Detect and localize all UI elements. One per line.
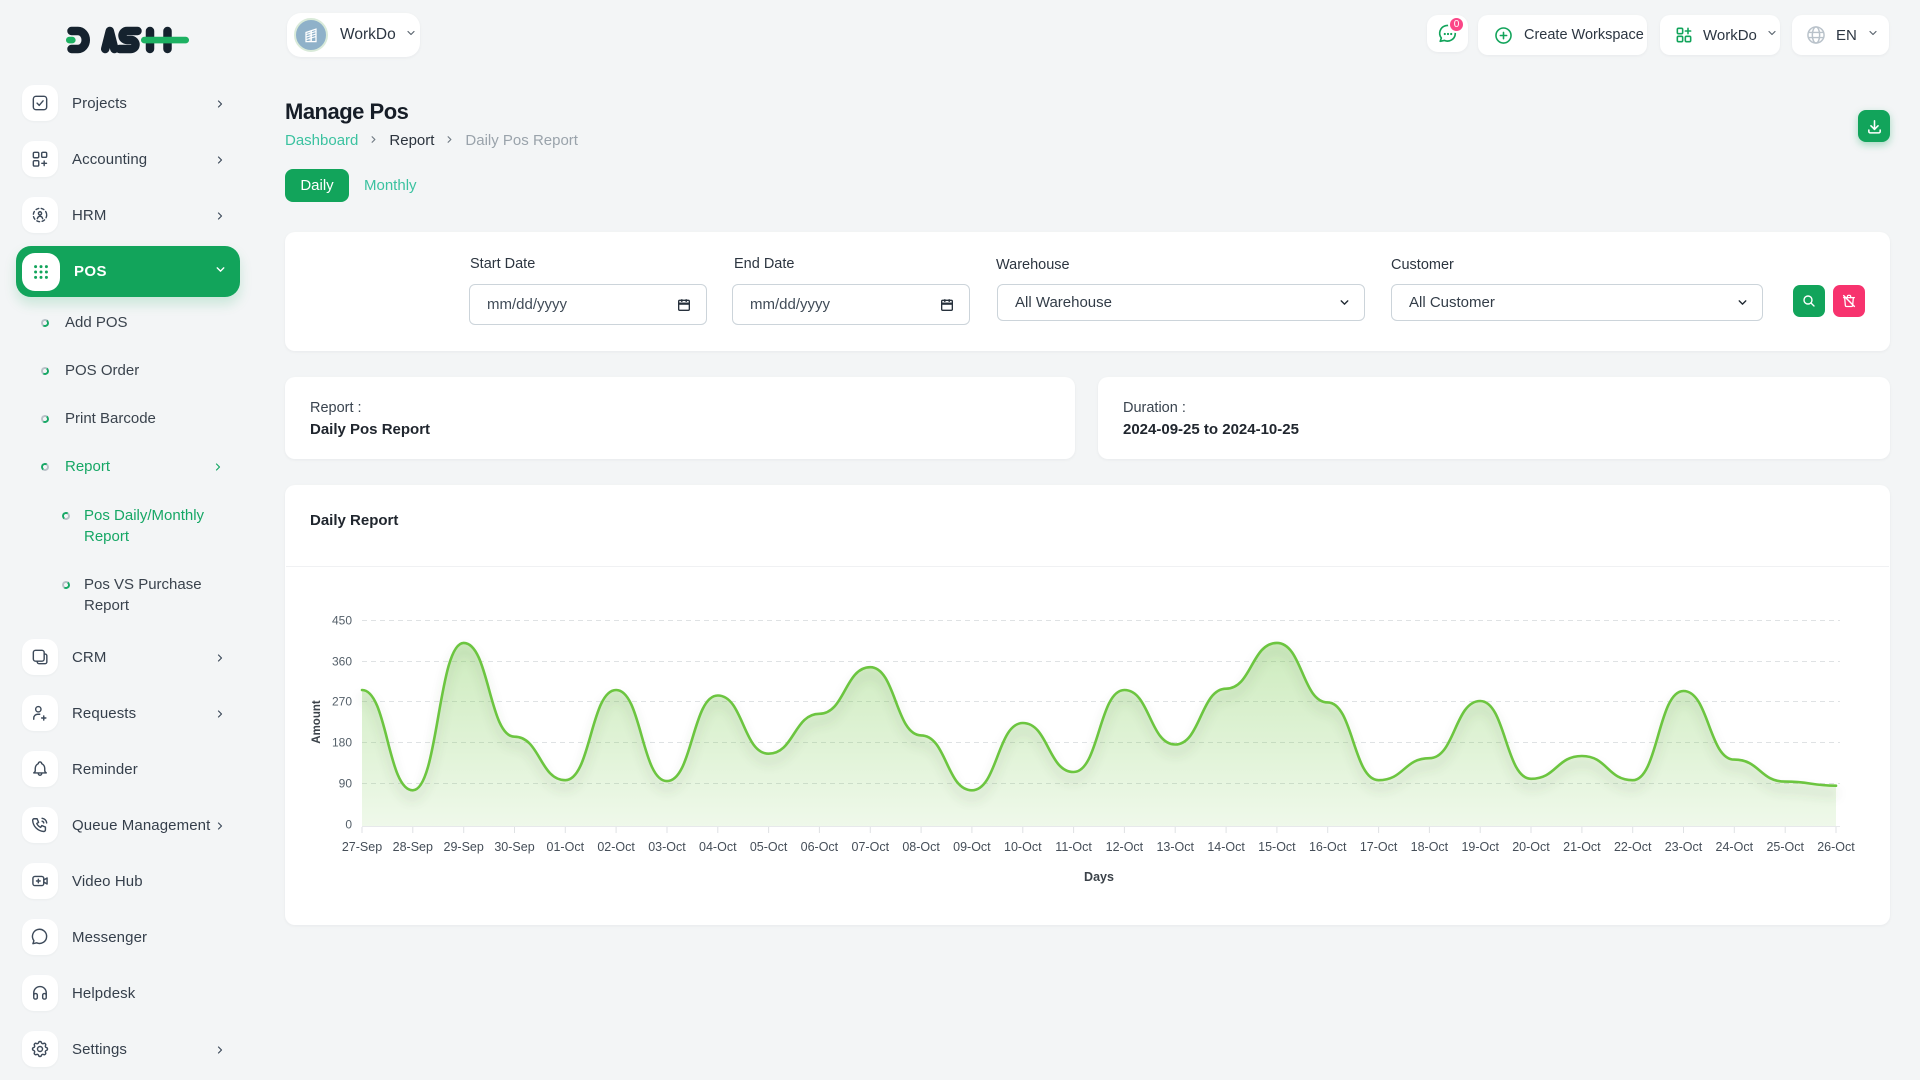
svg-text:27-Sep: 27-Sep [342, 840, 382, 854]
svg-text:16-Oct: 16-Oct [1309, 840, 1347, 854]
svg-text:29-Sep: 29-Sep [444, 840, 484, 854]
svg-text:03-Oct: 03-Oct [648, 840, 686, 854]
svg-text:07-Oct: 07-Oct [852, 840, 890, 854]
svg-text:270: 270 [332, 695, 352, 709]
svg-text:10-Oct: 10-Oct [1004, 840, 1042, 854]
svg-text:17-Oct: 17-Oct [1360, 840, 1398, 854]
svg-text:Days: Days [1084, 870, 1114, 884]
svg-text:20-Oct: 20-Oct [1512, 840, 1550, 854]
svg-text:360: 360 [332, 655, 352, 669]
svg-text:23-Oct: 23-Oct [1665, 840, 1703, 854]
svg-text:05-Oct: 05-Oct [750, 840, 788, 854]
svg-text:30-Sep: 30-Sep [494, 840, 534, 854]
svg-text:25-Oct: 25-Oct [1766, 840, 1804, 854]
svg-text:15-Oct: 15-Oct [1258, 840, 1296, 854]
svg-text:0: 0 [345, 818, 352, 832]
svg-text:06-Oct: 06-Oct [801, 840, 839, 854]
svg-text:11-Oct: 11-Oct [1055, 840, 1092, 854]
svg-text:13-Oct: 13-Oct [1156, 840, 1194, 854]
svg-text:28-Sep: 28-Sep [393, 840, 433, 854]
svg-text:21-Oct: 21-Oct [1563, 840, 1601, 854]
svg-text:08-Oct: 08-Oct [902, 840, 940, 854]
svg-text:24-Oct: 24-Oct [1716, 840, 1754, 854]
svg-text:26-Oct: 26-Oct [1817, 840, 1855, 854]
svg-text:22-Oct: 22-Oct [1614, 840, 1652, 854]
svg-text:14-Oct: 14-Oct [1207, 840, 1245, 854]
svg-text:12-Oct: 12-Oct [1106, 840, 1144, 854]
svg-text:180: 180 [332, 736, 352, 750]
svg-text:18-Oct: 18-Oct [1411, 840, 1449, 854]
svg-text:19-Oct: 19-Oct [1461, 840, 1499, 854]
svg-text:90: 90 [339, 777, 353, 791]
svg-text:450: 450 [332, 614, 352, 628]
svg-text:01-Oct: 01-Oct [547, 840, 585, 854]
svg-text:Amount: Amount [311, 700, 323, 744]
svg-text:04-Oct: 04-Oct [699, 840, 737, 854]
svg-text:09-Oct: 09-Oct [953, 840, 991, 854]
svg-text:02-Oct: 02-Oct [597, 840, 635, 854]
